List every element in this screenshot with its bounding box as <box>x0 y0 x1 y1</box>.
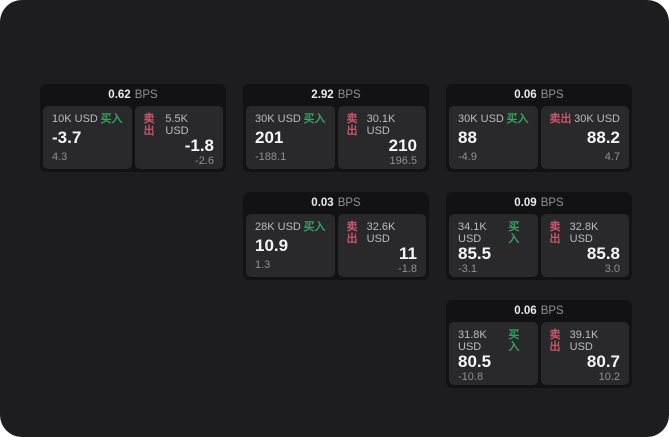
sell-tag: 卖出 <box>346 113 358 137</box>
quote-card: 2.92 BPS 30K USD 买入 201 -188.1 卖出 30.1K … <box>243 84 429 172</box>
buy-panel[interactable]: 30K USD 买入 88 -4.9 <box>449 106 538 169</box>
sell-price: 210 <box>388 136 417 155</box>
bps-value: 0.06 <box>514 305 537 317</box>
bps-value: 0.03 <box>311 197 334 209</box>
buy-tag: 买入 <box>506 113 529 125</box>
sell-panel[interactable]: 卖出 32.8K USD 85.8 3.0 <box>540 214 629 277</box>
sell-sub-value: -2.6 <box>195 155 214 167</box>
sell-price: 88.2 <box>586 128 620 147</box>
buy-tag: 买入 <box>303 221 326 233</box>
quote-card: 0.06 BPS 30K USD 买入 88 -4.9 卖出 30K USD <box>446 84 632 172</box>
sell-sub-value: 4.7 <box>604 151 620 163</box>
quote-card: 0.09 BPS 34.1K USD 买入 85.5 -3.1 卖出 32.8K… <box>446 192 632 280</box>
sell-price: 11 <box>399 244 417 263</box>
bps-unit: BPS <box>540 197 564 209</box>
sell-panel[interactable]: 卖出 30.1K USD 210 196.5 <box>337 106 426 169</box>
card-header: 0.06 BPS <box>449 300 629 322</box>
bps-value: 0.06 <box>514 89 537 101</box>
bps-unit: BPS <box>337 89 361 101</box>
buy-sub-value: 4.3 <box>52 151 68 163</box>
sell-panel[interactable]: 卖出 30K USD 88.2 4.7 <box>540 106 629 169</box>
buy-sub-value: -3.1 <box>458 263 477 275</box>
card-body: 31.8K USD 买入 80.5 -10.8 卖出 39.1K USD 80.… <box>449 322 629 385</box>
buy-panel[interactable]: 28K USD 买入 10.9 1.3 <box>246 214 335 277</box>
card-body: 30K USD 买入 88 -4.9 卖出 30K USD 88.2 4.7 <box>449 106 629 169</box>
bps-unit: BPS <box>540 305 564 317</box>
quote-card: 0.62 BPS 10K USD 买入 -3.7 4.3 卖出 5.5K USD <box>40 84 226 172</box>
buy-panel[interactable]: 10K USD 买入 -3.7 4.3 <box>43 106 132 169</box>
buy-tag: 买入 <box>508 221 520 245</box>
sell-price: 80.7 <box>586 352 620 371</box>
sell-amount: 32.8K USD <box>569 221 599 245</box>
card-header: 0.62 BPS <box>43 84 223 106</box>
sell-sub-value: -1.8 <box>398 263 417 275</box>
buy-tag: 买入 <box>303 113 326 125</box>
card-header: 0.06 BPS <box>449 84 629 106</box>
buy-sub-value: -10.8 <box>458 371 484 383</box>
buy-amount: 34.1K USD <box>458 221 487 245</box>
bps-unit: BPS <box>540 89 564 101</box>
buy-sub-value: 1.3 <box>255 259 271 271</box>
card-body: 34.1K USD 买入 85.5 -3.1 卖出 32.8K USD 85.8… <box>449 214 629 277</box>
card-body: 30K USD 买入 201 -188.1 卖出 30.1K USD 210 1… <box>246 106 426 169</box>
sell-sub-value: 10.2 <box>598 371 620 383</box>
buy-amount: 31.8K USD <box>458 329 487 353</box>
buy-amount: 28K USD <box>255 221 301 233</box>
sell-tag: 卖出 <box>346 221 358 245</box>
buy-price: 10.9 <box>255 236 289 255</box>
cards-grid: 0.62 BPS 10K USD 买入 -3.7 4.3 卖出 5.5K USD <box>40 84 632 388</box>
buy-panel[interactable]: 34.1K USD 买入 85.5 -3.1 <box>449 214 538 277</box>
sell-tag: 卖出 <box>143 113 155 137</box>
buy-amount: 10K USD <box>52 113 98 125</box>
bps-value: 2.92 <box>311 89 334 101</box>
card-body: 28K USD 买入 10.9 1.3 卖出 32.6K USD 11 -1.8 <box>246 214 426 277</box>
buy-price: 201 <box>255 128 284 147</box>
buy-amount: 30K USD <box>458 113 504 125</box>
sell-tag: 卖出 <box>549 221 561 245</box>
sell-price: -1.8 <box>184 136 214 155</box>
buy-price: 88 <box>458 128 477 147</box>
sell-sub-value: 3.0 <box>604 263 620 275</box>
buy-sub-value: -188.1 <box>255 151 287 163</box>
buy-sub-value: -4.9 <box>458 151 477 163</box>
sell-panel[interactable]: 卖出 39.1K USD 80.7 10.2 <box>540 322 629 385</box>
buy-price: 80.5 <box>458 352 492 371</box>
buy-panel[interactable]: 30K USD 买入 201 -188.1 <box>246 106 335 169</box>
buy-panel[interactable]: 31.8K USD 买入 80.5 -10.8 <box>449 322 538 385</box>
sell-amount: 32.6K USD <box>366 221 396 245</box>
sell-amount: 5.5K USD <box>165 113 189 137</box>
sell-price: 85.8 <box>586 244 620 263</box>
sell-sub-value: 196.5 <box>389 155 417 167</box>
bps-value: 0.62 <box>108 89 131 101</box>
sell-panel[interactable]: 卖出 32.6K USD 11 -1.8 <box>337 214 426 277</box>
sell-amount: 30.1K USD <box>366 113 396 137</box>
card-header: 0.09 BPS <box>449 192 629 214</box>
sell-amount: 30K USD <box>574 113 620 125</box>
card-header: 2.92 BPS <box>246 84 426 106</box>
bps-unit: BPS <box>134 89 158 101</box>
quote-card: 0.03 BPS 28K USD 买入 10.9 1.3 卖出 32.6K US… <box>243 192 429 280</box>
quote-card: 0.06 BPS 31.8K USD 买入 80.5 -10.8 卖出 39.1… <box>446 300 632 388</box>
sell-panel[interactable]: 卖出 5.5K USD -1.8 -2.6 <box>134 106 223 169</box>
buy-amount: 30K USD <box>255 113 301 125</box>
buy-price: 85.5 <box>458 244 492 263</box>
sell-tag: 卖出 <box>549 113 572 125</box>
sell-amount: 39.1K USD <box>569 329 599 353</box>
card-header: 0.03 BPS <box>246 192 426 214</box>
sell-tag: 卖出 <box>549 329 561 353</box>
bps-unit: BPS <box>337 197 361 209</box>
buy-tag: 买入 <box>508 329 520 353</box>
buy-tag: 买入 <box>100 113 123 125</box>
buy-price: -3.7 <box>52 128 82 147</box>
card-body: 10K USD 买入 -3.7 4.3 卖出 5.5K USD -1.8 -2.… <box>43 106 223 169</box>
bps-value: 0.09 <box>514 197 537 209</box>
